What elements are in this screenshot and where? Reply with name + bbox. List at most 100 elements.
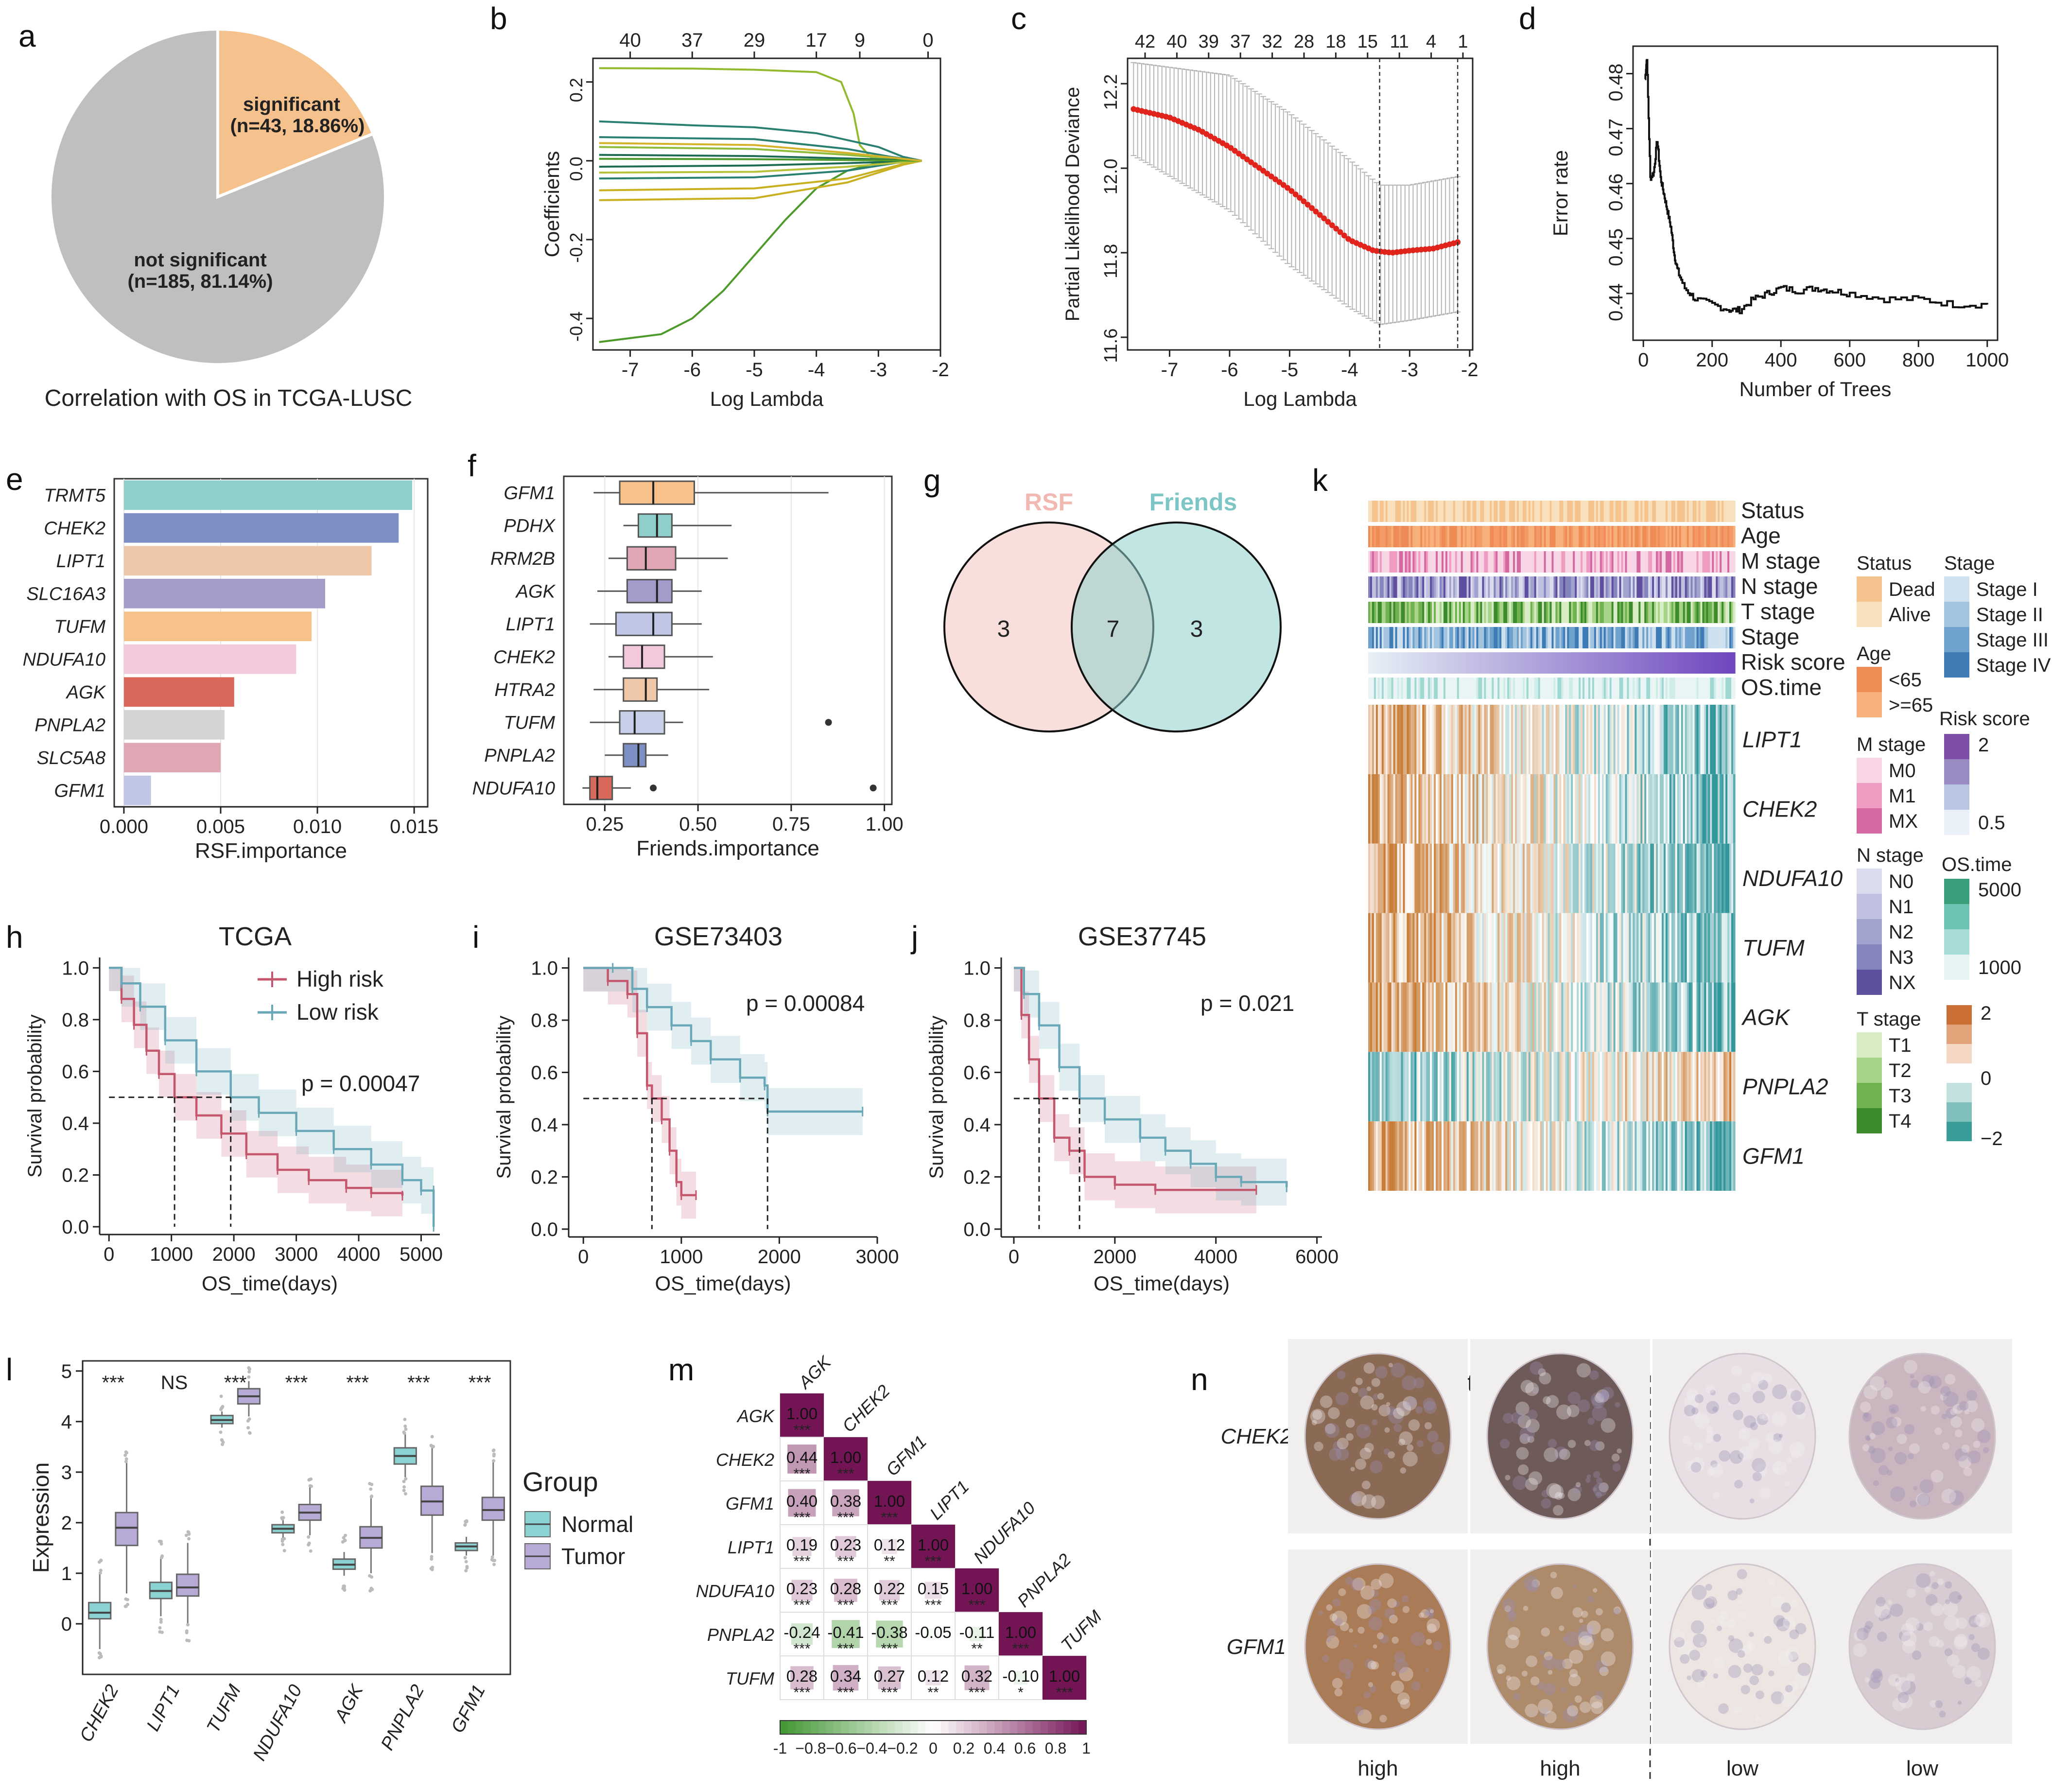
expression-cell <box>1731 705 1734 774</box>
expression-cell <box>1407 774 1409 844</box>
expression-cell <box>1416 1052 1419 1122</box>
expression-cell <box>1704 913 1706 983</box>
annotation-cell <box>1484 627 1486 648</box>
tissue-speck <box>1971 1418 1985 1432</box>
annotation-cell <box>1462 602 1465 623</box>
expression-cell <box>1377 1121 1380 1191</box>
annotation-cell <box>1497 526 1500 547</box>
tissue-speck <box>1768 1670 1774 1676</box>
tissue-speck <box>1378 1404 1391 1417</box>
expression-cell <box>1584 1052 1587 1122</box>
annotation-cell <box>1633 526 1635 547</box>
tissue-speck <box>1713 1656 1725 1669</box>
i-y-tick-label: 0.0 <box>531 1219 558 1240</box>
tissue-speck <box>1531 1579 1540 1588</box>
tissue-speck <box>1584 1631 1596 1643</box>
corr-square <box>1013 1670 1028 1685</box>
annotation-cell <box>1605 627 1608 648</box>
annotation-cell <box>1696 526 1699 547</box>
expression-cell <box>1557 843 1560 913</box>
corr-value: 1.00 <box>874 1492 905 1510</box>
annotation-cell <box>1509 551 1512 573</box>
annotation-cell <box>1505 526 1508 547</box>
tissue-speck <box>1329 1613 1338 1621</box>
annotation-cell <box>1445 576 1448 598</box>
annotation-cell <box>1428 576 1430 598</box>
annotation-cell <box>1629 501 1632 522</box>
expression-cell <box>1671 705 1674 774</box>
annotation-cell <box>1658 576 1660 598</box>
expression-cell <box>1409 913 1411 983</box>
expression-cell <box>1704 843 1706 913</box>
annotation-cell <box>1696 551 1699 573</box>
annotation-cell <box>1497 602 1500 623</box>
tissue-speck <box>1424 1422 1432 1429</box>
expression-cell <box>1374 1052 1376 1122</box>
annotation-cell <box>1681 551 1684 573</box>
tissue-speck <box>1596 1477 1603 1484</box>
annotation-cell <box>1368 501 1371 522</box>
annotation-cell <box>1389 602 1392 623</box>
pie-sub-not-significant: (n=185, 81.14%) <box>127 271 273 292</box>
m-row-label: AGK <box>736 1406 775 1426</box>
annotation-cell <box>1688 652 1691 674</box>
expression-cell <box>1688 843 1691 913</box>
annotation-cell <box>1716 627 1718 648</box>
expression-cell <box>1436 1052 1438 1122</box>
expression-cell <box>1579 705 1581 774</box>
expression-cell <box>1718 1052 1720 1122</box>
box-HTRA2 <box>623 677 658 702</box>
annotation-cell <box>1496 678 1498 699</box>
annotation-cell <box>1581 652 1583 674</box>
annotation-cell <box>1631 678 1633 699</box>
expression-cell <box>1581 982 1583 1052</box>
annotation-cell <box>1374 526 1376 547</box>
annotation-cell <box>1725 652 1728 674</box>
annotation-cell <box>1511 652 1513 674</box>
tissue-speck <box>1901 1623 1914 1636</box>
tissue-speck <box>1559 1625 1565 1631</box>
annotation-cell <box>1579 551 1581 573</box>
expression-cell <box>1555 774 1558 844</box>
expression-cell <box>1389 843 1392 913</box>
expression-cell <box>1640 705 1643 774</box>
coef-path <box>599 159 922 168</box>
annotation-cell <box>1503 526 1506 547</box>
corr-value: 0.22 <box>874 1580 905 1598</box>
annotation-cell <box>1619 551 1622 573</box>
annotation-cell <box>1393 576 1396 598</box>
expression-cell <box>1522 843 1525 913</box>
annotation-cell <box>1623 576 1626 598</box>
expression-cell <box>1635 982 1637 1052</box>
expression-cell <box>1710 1121 1712 1191</box>
expression-cell <box>1600 982 1602 1052</box>
tissue-speck <box>1393 1658 1409 1673</box>
expression-cell <box>1656 913 1658 983</box>
coef-path <box>599 159 922 201</box>
expression-cell <box>1646 705 1649 774</box>
corr-sig: *** <box>793 1553 810 1569</box>
expression-cell <box>1542 913 1545 983</box>
corr-sig: ** <box>971 1641 983 1657</box>
expression-cell <box>1629 982 1632 1052</box>
annotation-cell <box>1694 576 1697 598</box>
annotation-cell <box>1379 627 1382 648</box>
expression-cell <box>1656 843 1658 913</box>
tissue-speck <box>1898 1630 1911 1642</box>
expression-cell <box>1722 913 1724 983</box>
legend-item: T2 <box>1889 1060 1912 1081</box>
colorbar-step <box>895 1721 903 1734</box>
expression-cell <box>1577 705 1579 774</box>
colorbar-step <box>1017 1721 1026 1734</box>
expression-cell <box>1370 1052 1373 1122</box>
annotation-cell <box>1650 627 1652 648</box>
annotation-cell <box>1669 602 1672 623</box>
annotation-cell <box>1422 652 1425 674</box>
expression-cell <box>1551 1052 1554 1122</box>
annotation-cell <box>1722 576 1724 598</box>
tissue-speck <box>1871 1421 1885 1435</box>
e-category-label: TUFM <box>54 617 105 637</box>
expression-cell <box>1375 982 1378 1052</box>
h-x-tick-label: 3000 <box>275 1244 318 1265</box>
box-CHEK2 <box>623 644 665 669</box>
